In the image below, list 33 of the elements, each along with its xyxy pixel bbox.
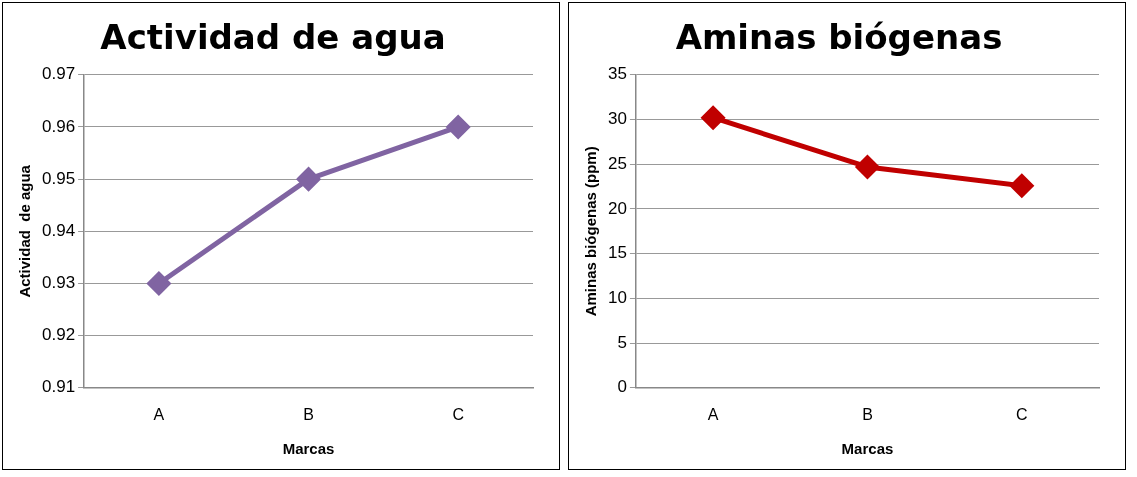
point (701, 106, 725, 130)
point (446, 115, 470, 139)
x-axis-title: Marcas (841, 440, 894, 458)
y-tick-label: 0.93 (41, 273, 76, 293)
y-tick-label: 25 (607, 153, 627, 173)
y-tick-label: 10 (607, 288, 627, 308)
x-tick-label: A (707, 405, 719, 423)
y-axis-title: Aminas biógenas (ppm) (582, 146, 600, 317)
x-axis-title: Marcas (282, 440, 335, 458)
x-tick-label: C (452, 405, 464, 423)
point (855, 155, 879, 179)
y-tick-label: 0 (617, 377, 627, 397)
y-tick-label: 30 (607, 109, 627, 129)
chart-title: Aminas biógenas (675, 17, 1003, 58)
x-tick-label: B (303, 405, 314, 423)
x-tick-label: A (153, 405, 165, 423)
point (147, 271, 171, 295)
x-tick-label: C (1016, 405, 1028, 423)
y-tick-label: 20 (607, 198, 627, 218)
y-tick-label: 15 (607, 243, 627, 263)
point (1010, 174, 1034, 198)
y-tick-label: 0.95 (41, 168, 76, 188)
y-tick-label: 35 (607, 64, 627, 84)
y-tick-label: 0.96 (41, 116, 76, 136)
y-tick-label: 0.97 (41, 64, 76, 84)
x-tick-label: B (862, 405, 873, 423)
chart-title: Actividad de agua (100, 17, 446, 58)
point (297, 167, 321, 191)
y-axis-title: Actividad de agua (16, 164, 34, 298)
y-tick-label: 0.92 (41, 325, 76, 345)
y-tick-label: 0.94 (41, 220, 76, 240)
y-tick-label: 5 (617, 332, 627, 352)
y-tick-label: 0.91 (41, 377, 76, 397)
